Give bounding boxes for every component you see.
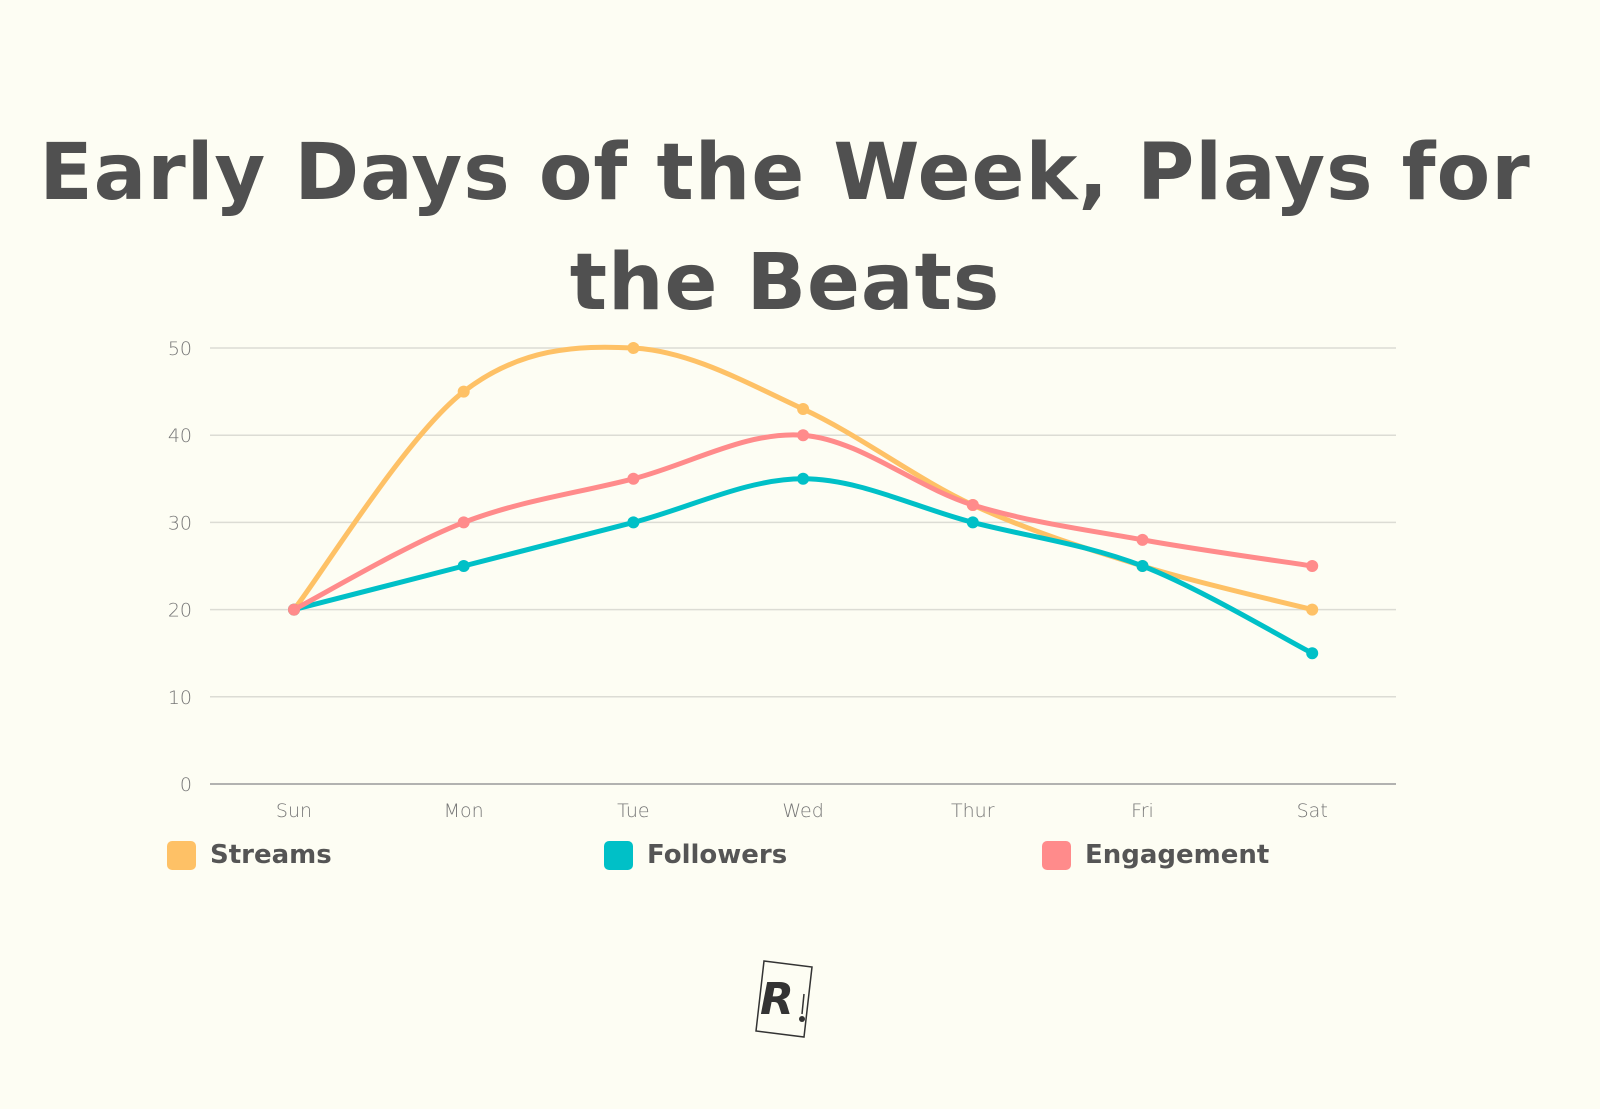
data-point-streams [627,342,640,354]
brand-logo: R [755,960,813,1038]
legend-item-followers: Followers [604,840,787,870]
data-point-engagement [457,516,470,529]
x-tick-label: Sun [276,800,312,822]
legend-label: Followers [647,840,788,870]
data-point-followers [1136,560,1149,572]
legend-label: Streams [210,840,332,870]
data-point-engagement [797,429,810,442]
data-point-followers [797,472,810,485]
x-tick-label: Fri [1131,800,1154,822]
data-point-followers [1306,647,1319,660]
data-point-followers [457,560,470,572]
svg-text:R: R [760,974,794,1025]
y-tick-label: 40 [168,425,192,447]
x-tick-label: Mon [444,800,484,822]
data-point-engagement [288,603,300,616]
data-point-engagement [966,498,979,511]
x-tick-label: Sat [1297,800,1328,822]
legend-label: Engagement [1085,840,1270,870]
legend-swatch [167,840,196,870]
data-point-streams [457,385,470,398]
x-tick-label: Thur [951,800,995,822]
data-point-streams [1306,603,1319,616]
y-tick-label: 20 [168,600,192,622]
y-tick-label: 30 [168,512,192,534]
data-point-engagement [1306,560,1319,572]
data-point-followers [966,516,979,529]
y-tick-label: 10 [168,687,192,709]
x-tick-label: Wed [782,800,823,822]
series-line-followers [291,476,1315,656]
y-tick-label: 0 [180,774,192,796]
x-tick-label: Tue [617,800,649,822]
data-point-engagement [1136,533,1149,546]
y-tick-label: 50 [168,338,192,360]
data-point-engagement [627,472,640,485]
data-point-followers [627,516,640,529]
legend-swatch [604,840,633,870]
chart-title: Early Days of the Week, Plays for the Bea… [39,128,1531,328]
legend-swatch [1042,840,1071,870]
legend-item-streams: Streams [167,840,332,870]
legend-item-engagement: Engagement [1042,840,1269,870]
data-point-streams [797,403,810,416]
